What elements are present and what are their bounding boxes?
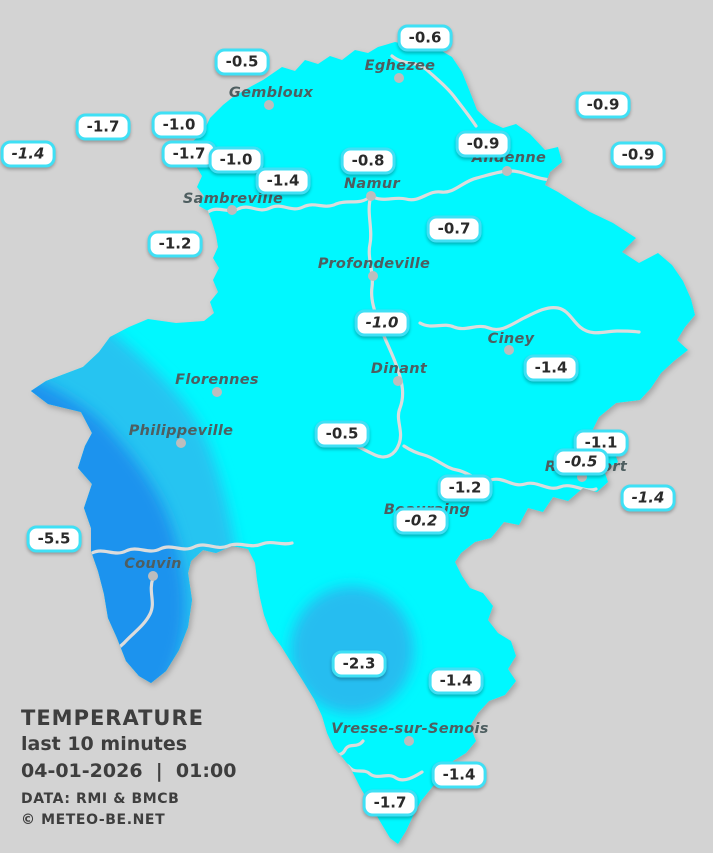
map-subtitle: last 10 minutes [21,733,188,755]
river-meuse-north [369,169,563,202]
map-title: TEMPERATURE [21,706,204,730]
river-mehaigne [390,54,478,128]
data-source: DATA: RMI & BMCB [21,791,180,807]
copyright: © METEO-BE.NET [21,812,166,828]
map-datetime: 04-01-2026 | 01:00 [21,760,237,782]
river-viroin [90,540,294,555]
rivers [90,54,641,782]
river-meuse-south [342,194,405,459]
legend-block: TEMPERATURE last 10 minutes 04-01-2026 |… [21,705,236,830]
river-bocq [418,306,641,335]
cold-blob-vresse [290,586,414,714]
